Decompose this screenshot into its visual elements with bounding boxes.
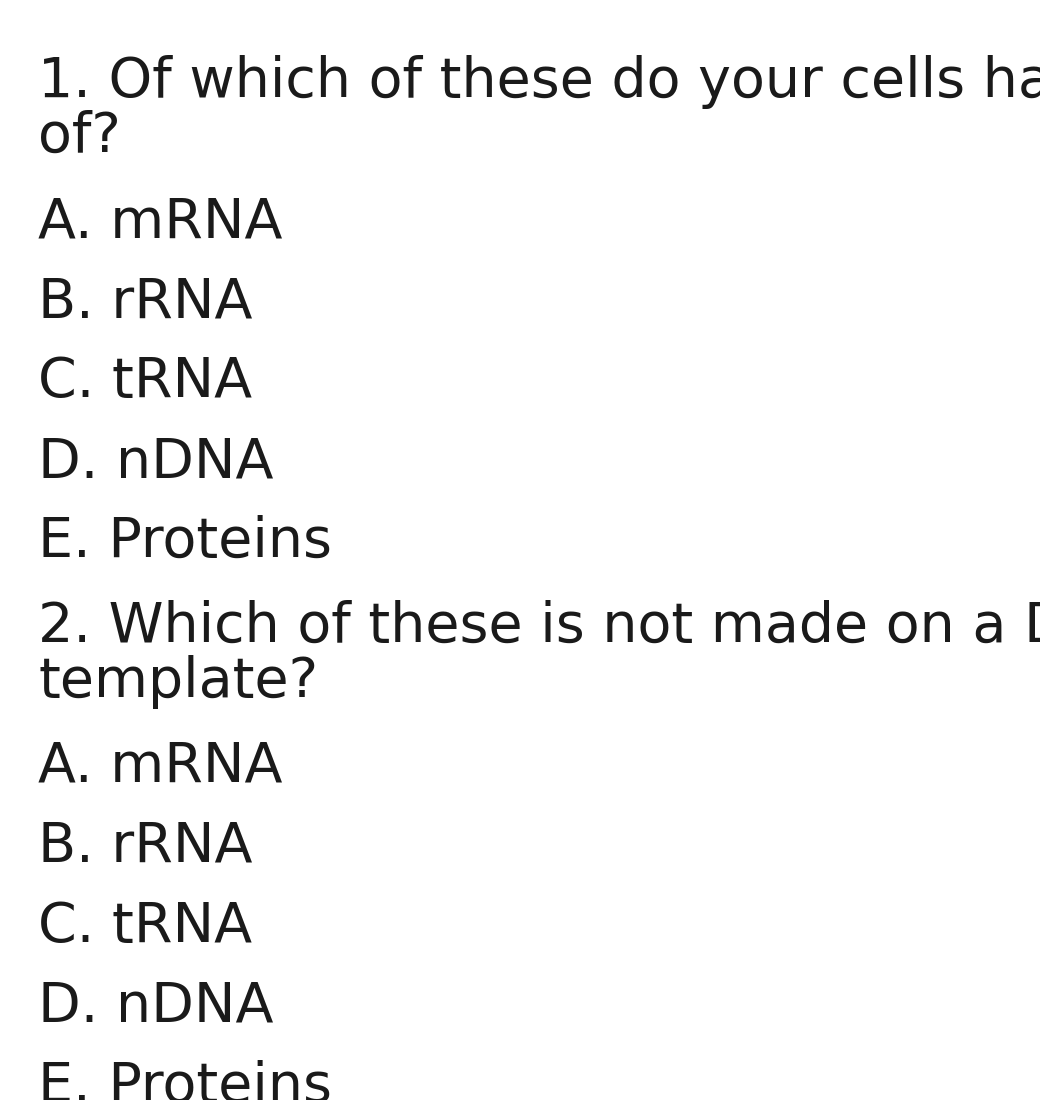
Text: template?: template? (38, 654, 318, 710)
Text: D. nDNA: D. nDNA (38, 434, 274, 490)
Text: 2. Which of these is not made on a DNA: 2. Which of these is not made on a DNA (38, 600, 1040, 654)
Text: D. nDNA: D. nDNA (38, 980, 274, 1034)
Text: B. rRNA: B. rRNA (38, 275, 253, 329)
Text: A. mRNA: A. mRNA (38, 740, 283, 794)
Text: C. tRNA: C. tRNA (38, 355, 252, 409)
Text: E. Proteins: E. Proteins (38, 515, 332, 569)
Text: of?: of? (38, 110, 121, 164)
Text: E. Proteins: E. Proteins (38, 1060, 332, 1100)
Text: C. tRNA: C. tRNA (38, 900, 252, 954)
Text: 1. Of which of these do your cells have the least: 1. Of which of these do your cells have … (38, 55, 1040, 109)
Text: A. mRNA: A. mRNA (38, 195, 283, 249)
Text: B. rRNA: B. rRNA (38, 820, 253, 874)
